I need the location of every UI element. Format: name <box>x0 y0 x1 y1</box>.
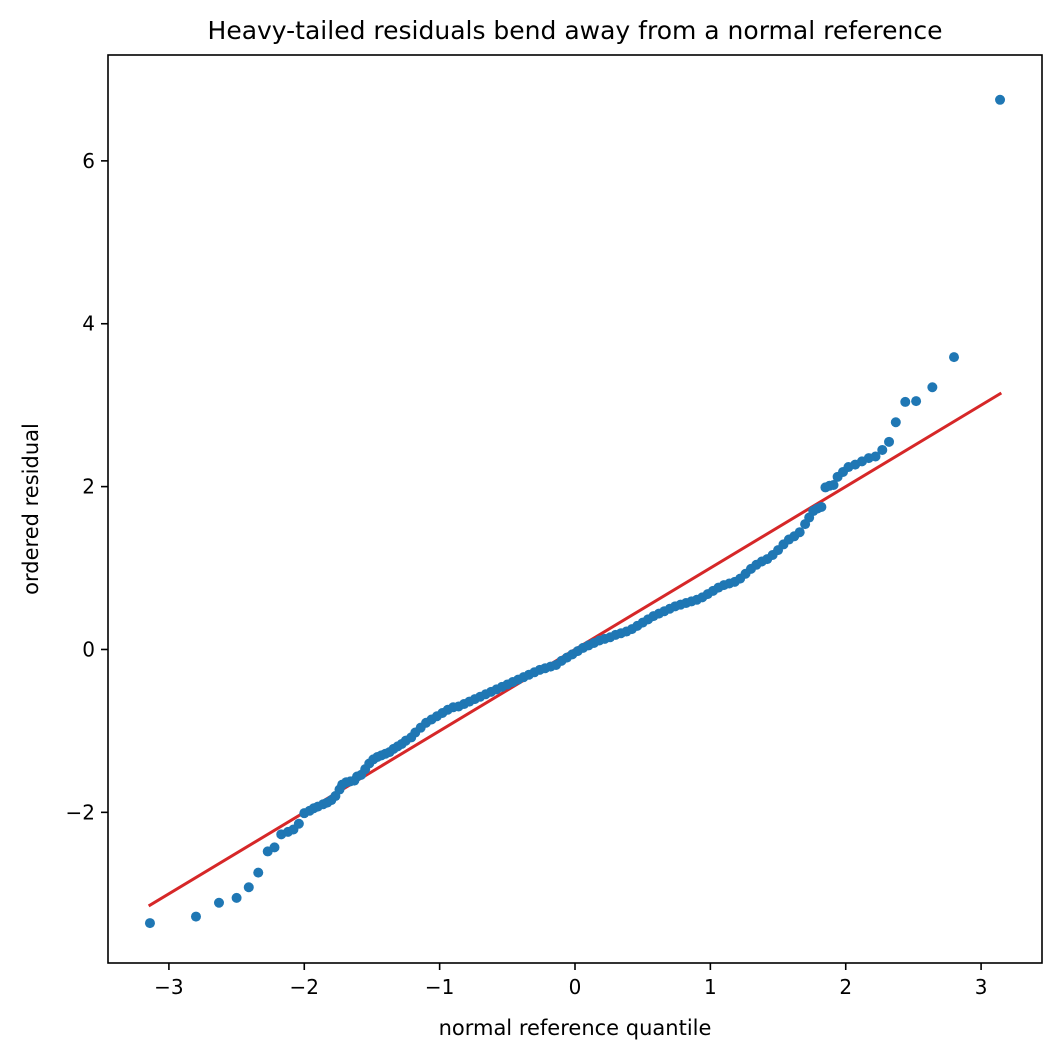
data-point <box>253 867 264 878</box>
y-tick-label: 0 <box>82 637 95 661</box>
data-point <box>949 352 960 363</box>
x-tick-label: 0 <box>569 975 582 999</box>
y-axis-ticks: −2 0 2 4 6 <box>66 149 108 824</box>
y-tick-label: 4 <box>82 312 95 336</box>
data-point <box>884 436 895 447</box>
data-point <box>870 451 881 462</box>
data-point <box>911 396 922 407</box>
x-tick-label: 3 <box>975 975 988 999</box>
data-point <box>243 882 254 893</box>
data-point <box>828 479 839 490</box>
x-tick-label: −3 <box>154 975 183 999</box>
data-point <box>231 892 242 903</box>
chart-title: Heavy-tailed residuals bend away from a … <box>208 16 943 45</box>
x-axis-ticks: −3 −2 −1 0 1 2 3 <box>154 963 987 999</box>
x-tick-label: −2 <box>290 975 319 999</box>
data-point <box>995 94 1006 105</box>
x-tick-label: 2 <box>839 975 852 999</box>
data-point <box>213 897 224 908</box>
data-point <box>927 382 938 393</box>
data-point <box>816 501 827 512</box>
data-point <box>794 527 805 538</box>
data-point <box>144 918 155 929</box>
x-tick-label: 1 <box>704 975 717 999</box>
data-point <box>900 396 911 407</box>
residual-points-layer <box>144 94 1006 929</box>
data-point <box>190 911 201 922</box>
y-axis-label: ordered residual <box>19 423 43 595</box>
x-axis-label: normal reference quantile <box>439 1016 712 1040</box>
data-point <box>877 444 888 455</box>
data-point <box>269 842 280 853</box>
y-tick-label: −2 <box>66 800 95 824</box>
x-tick-label: −1 <box>425 975 454 999</box>
y-tick-label: 2 <box>82 475 95 499</box>
y-tick-label: 6 <box>82 149 95 173</box>
data-point <box>293 818 304 829</box>
data-point <box>890 417 901 428</box>
